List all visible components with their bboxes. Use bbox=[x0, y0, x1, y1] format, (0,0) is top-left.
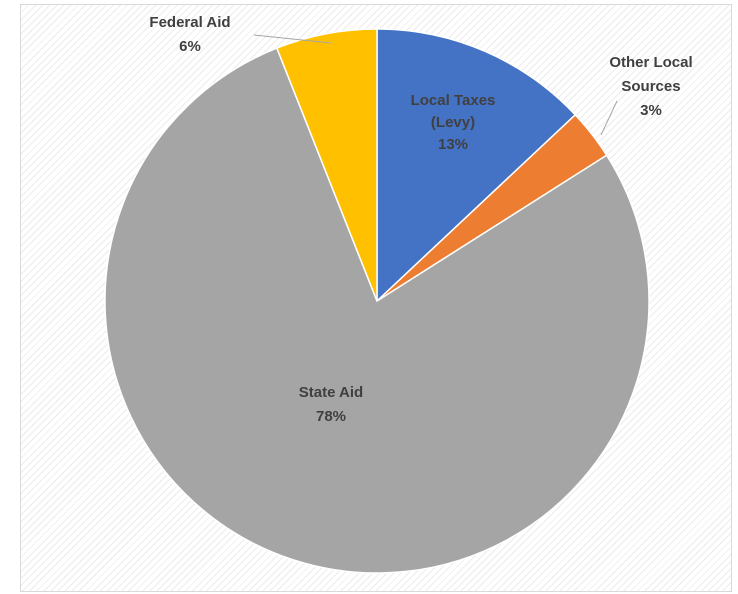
leader-line-other-local-sources bbox=[600, 100, 618, 136]
slice-local-taxes-levy bbox=[376, 28, 577, 303]
data-label-value: 13% bbox=[438, 136, 468, 153]
slice-labels: Local Taxes (Levy) 13% Other Local Sources 3%… bbox=[149, 14, 692, 425]
data-label-local-taxes-levy: Local Taxes (Levy) 13% bbox=[411, 92, 496, 153]
pie-slices bbox=[104, 28, 650, 574]
data-label-value: 78% bbox=[316, 408, 346, 425]
leader-lines bbox=[253, 34, 618, 136]
data-label-text: (Levy) bbox=[431, 114, 475, 131]
data-label-other-local-sources: Other Local Sources 3% bbox=[609, 54, 692, 119]
pie-chart: Local Taxes (Levy) 13% Other Local Sources 3%… bbox=[104, 14, 693, 574]
data-label-state-aid: State Aid 78% bbox=[299, 384, 363, 425]
data-label-value: 6% bbox=[179, 38, 201, 55]
slice-federal-aid bbox=[275, 28, 378, 302]
data-label-federal-aid: Federal Aid 6% bbox=[149, 14, 230, 55]
chart-area: Local Taxes (Levy) 13% Other Local Sources 3%… bbox=[20, 4, 732, 592]
data-label-text: Federal Aid bbox=[149, 14, 230, 31]
leader-line-federal-aid bbox=[253, 34, 332, 44]
data-label-text: Sources bbox=[621, 78, 680, 95]
data-label-text: State Aid bbox=[299, 384, 363, 401]
data-label-value: 3% bbox=[640, 102, 662, 119]
slice-state-aid bbox=[104, 47, 650, 574]
data-label-text: Other Local bbox=[609, 54, 692, 71]
data-label-text: Local Taxes bbox=[411, 92, 496, 109]
